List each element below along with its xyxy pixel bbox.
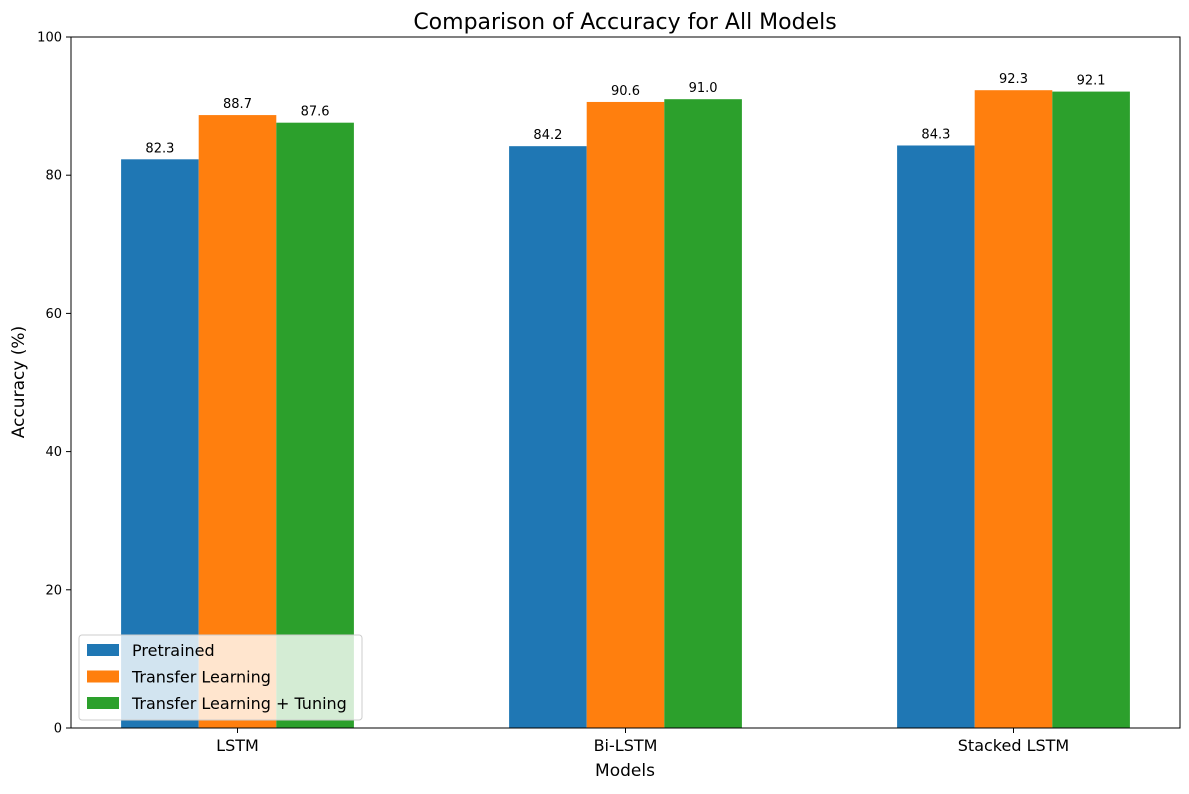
legend-label: Transfer Learning + Tuning: [131, 694, 347, 713]
bar-value-label: 90.6: [611, 84, 640, 99]
x-axis-label: Models: [595, 761, 655, 781]
x-tick-label: LSTM: [216, 736, 259, 755]
legend-label: Pretrained: [132, 641, 215, 660]
chart-title: Comparison of Accuracy for All Models: [413, 10, 836, 35]
y-tick-label: 80: [45, 169, 62, 184]
bar-value-label: 91.0: [689, 81, 718, 96]
bar-stacked-lstm-series-1: [897, 145, 975, 728]
legend-label: Transfer Learning: [131, 668, 271, 687]
x-tick-label: Bi-LSTM: [594, 736, 658, 755]
bar-value-label: 84.2: [533, 128, 562, 143]
bar-lstm-series-3: [276, 122, 354, 728]
x-axis: LSTM Bi-LSTM Stacked LSTM: [216, 728, 1069, 755]
bar-stacked-lstm-series-2: [974, 90, 1053, 728]
bar-value-label: 92.1: [1077, 74, 1106, 89]
bar-value-label: 82.3: [145, 141, 174, 156]
y-tick-label: 20: [45, 583, 62, 598]
bar-value-label: 88.7: [223, 97, 252, 112]
legend-swatch: [87, 670, 119, 683]
bar-lstm-series-2: [198, 115, 277, 728]
legend-swatch: [87, 644, 119, 656]
bar-stacked-lstm-series-3: [1052, 91, 1130, 729]
y-tick-label: 100: [37, 31, 62, 46]
x-tick-label: Stacked LSTM: [958, 736, 1069, 755]
legend-box: [78, 634, 363, 721]
bar-lstm-series-1: [121, 159, 199, 728]
y-axis: 0 20 40 60 80 100: [37, 31, 71, 737]
bar-labels-group: 82.3 84.2 84.3 88.7 90.6 92.3 87.6 91.0 92.1: [145, 72, 1105, 156]
y-tick-label: 0: [54, 722, 62, 737]
y-axis-label: Accuracy (%): [9, 326, 29, 438]
y-tick-label: 60: [45, 307, 62, 322]
legend: Pretrained Transfer Learning Transfer Lear…: [78, 634, 363, 721]
bar-bi-lstm-series-1: [509, 146, 587, 729]
bars-group: [121, 90, 1130, 729]
y-tick-label: 40: [45, 445, 62, 460]
bar-bi-lstm-series-2: [586, 101, 665, 729]
bar-value-label: 87.6: [301, 105, 330, 120]
bar-value-label: 92.3: [999, 72, 1028, 87]
bar-bi-lstm-series-3: [664, 99, 742, 728]
bar-value-label: 84.3: [921, 127, 950, 142]
legend-swatch: [87, 697, 119, 709]
